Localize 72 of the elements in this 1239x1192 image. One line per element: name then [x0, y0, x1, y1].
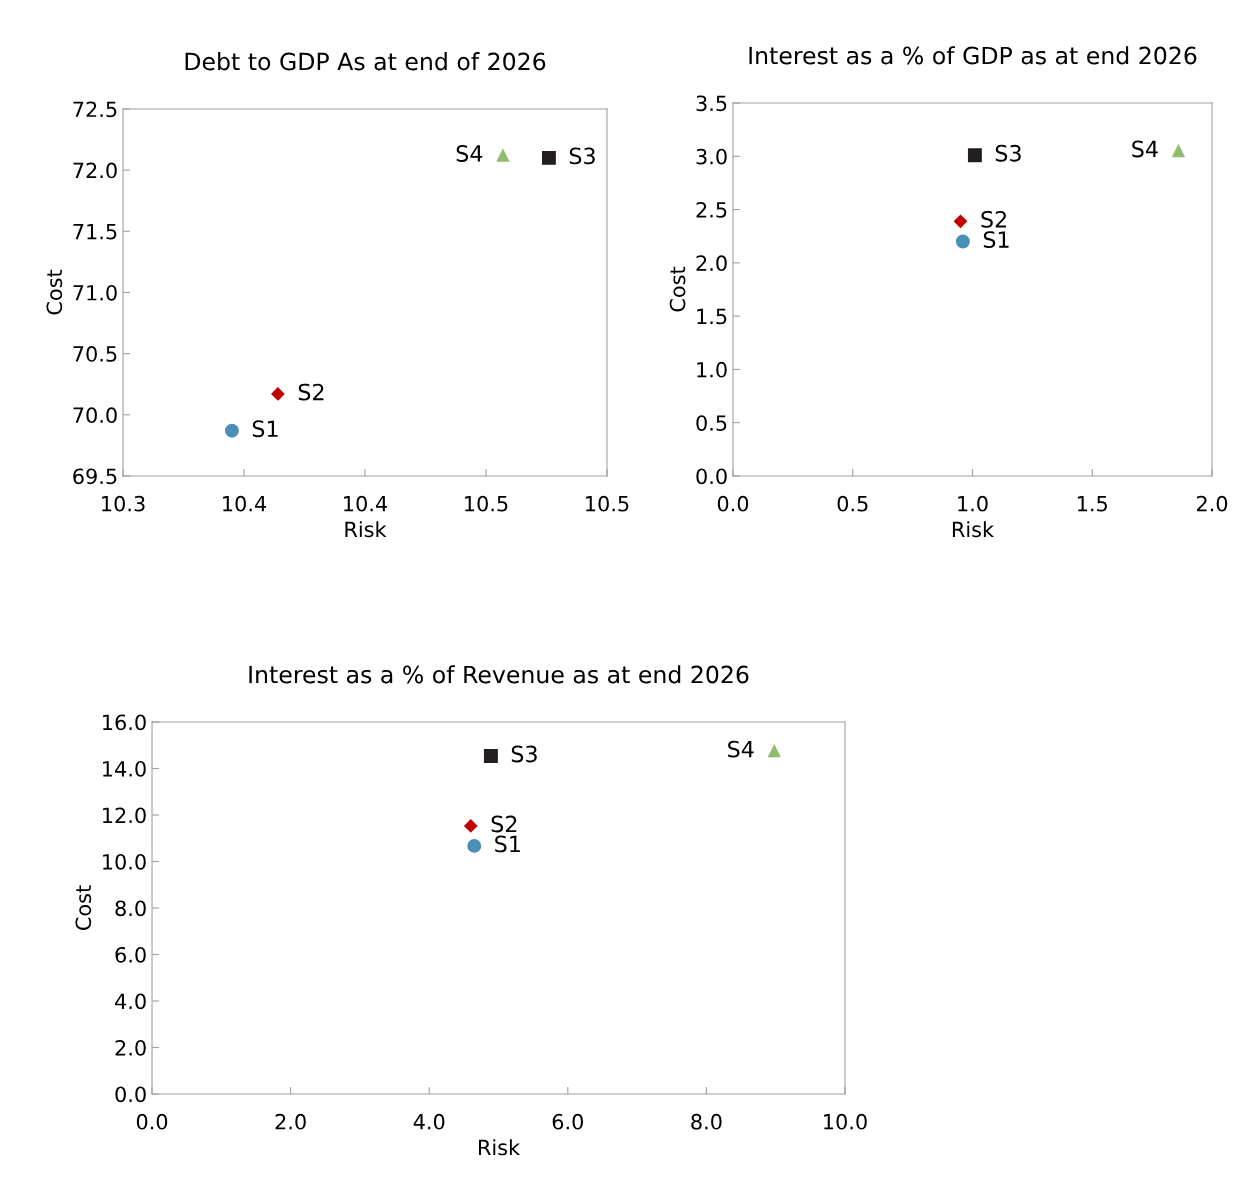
x-tick-label: 0.0 — [717, 495, 749, 512]
x-tick-label: 2.0 — [275, 1113, 306, 1130]
x-tick-label: 1.5 — [1077, 496, 1107, 512]
series-label: S1 — [983, 231, 1009, 248]
series-label: S2 — [298, 383, 324, 401]
y-tick-label: 4.0 — [115, 993, 146, 1010]
y-tick-label: 3.5 — [696, 95, 727, 112]
point — [541, 150, 556, 165]
y-axis-title: Cost — [669, 266, 686, 312]
x-tick-label: 10.0 — [824, 1113, 867, 1130]
x-tick-label: 0.5 — [837, 495, 868, 512]
point — [464, 819, 478, 833]
y-tick-label: 3.0 — [696, 148, 727, 165]
x-axis-title: Risk — [952, 521, 995, 538]
series-label: S4 — [456, 145, 483, 162]
x-tick-label: 10.4 — [344, 495, 388, 512]
point — [483, 748, 498, 763]
x-axis-title: Risk — [345, 521, 387, 538]
point — [955, 234, 970, 249]
chart-title: Debt to GDP As at end of 2026 — [185, 52, 546, 71]
series-label: S3 — [569, 147, 595, 165]
y-tick-label: 0.5 — [696, 415, 727, 431]
y-tick-label: 14.0 — [103, 760, 146, 777]
series-label: S2 — [491, 815, 517, 833]
point — [224, 423, 239, 438]
y-tick-label: 71.0 — [73, 284, 117, 301]
series-label: S1 — [252, 420, 278, 438]
y-tick-label: 1.0 — [697, 361, 727, 378]
y-tick-label: 70.5 — [73, 346, 117, 362]
x-tick-label: 6.0 — [552, 1113, 583, 1130]
x-tick-label: 10.4 — [223, 495, 267, 512]
y-tick-label: 8.0 — [115, 900, 146, 917]
y-tick-label: 12.0 — [103, 807, 146, 824]
y-tick-label: 2.5 — [696, 202, 727, 218]
point — [967, 148, 982, 163]
series-label: S2 — [981, 210, 1006, 228]
y-tick-label: 70.0 — [73, 407, 117, 424]
y-tick-label: 0.0 — [115, 1086, 146, 1103]
chart-title: Interest as a % of GDP as at end 2026 — [749, 46, 1197, 65]
chart-title: Interest as a % of Revenue as at end 2026 — [249, 665, 749, 684]
y-tick-label: 10.0 — [103, 853, 146, 870]
y-tick-label: 2.0 — [696, 255, 727, 272]
series-label: S4 — [1132, 140, 1158, 158]
point — [271, 387, 285, 401]
y-tick-label: 71.5 — [73, 224, 117, 240]
y-tick-label: 1.5 — [697, 308, 727, 325]
y-tick-label: 69.5 — [73, 468, 117, 485]
series-label: S3 — [511, 745, 537, 763]
x-tick-label: 1.0 — [958, 495, 988, 512]
y-tick-label: 16.0 — [103, 714, 146, 731]
x-tick-label: 0.0 — [136, 1113, 168, 1130]
point — [496, 149, 510, 162]
y-axis-title: Cost — [46, 269, 63, 315]
x-tick-label: 10.5 — [586, 495, 629, 512]
point — [1172, 144, 1185, 158]
series-label: S1 — [495, 835, 520, 853]
y-tick-label: 0.0 — [696, 468, 727, 485]
y-tick-label: 72.0 — [73, 162, 117, 179]
x-tick-label: 10.3 — [102, 495, 145, 512]
y-tick-label: 2.0 — [115, 1039, 146, 1056]
x-tick-label: 4.0 — [413, 1113, 445, 1130]
y-tick-label: 6.0 — [115, 946, 146, 963]
point — [467, 838, 482, 853]
x-axis-title: Risk — [478, 1139, 521, 1156]
point — [768, 744, 781, 758]
series-label: S3 — [995, 144, 1021, 162]
series-label: S4 — [728, 740, 754, 758]
y-axis-title: Cost — [75, 885, 92, 930]
x-tick-label: 10.5 — [465, 495, 508, 512]
point — [953, 214, 968, 228]
y-tick-label: 72.5 — [73, 101, 117, 118]
x-tick-label: 2.0 — [1196, 495, 1228, 512]
